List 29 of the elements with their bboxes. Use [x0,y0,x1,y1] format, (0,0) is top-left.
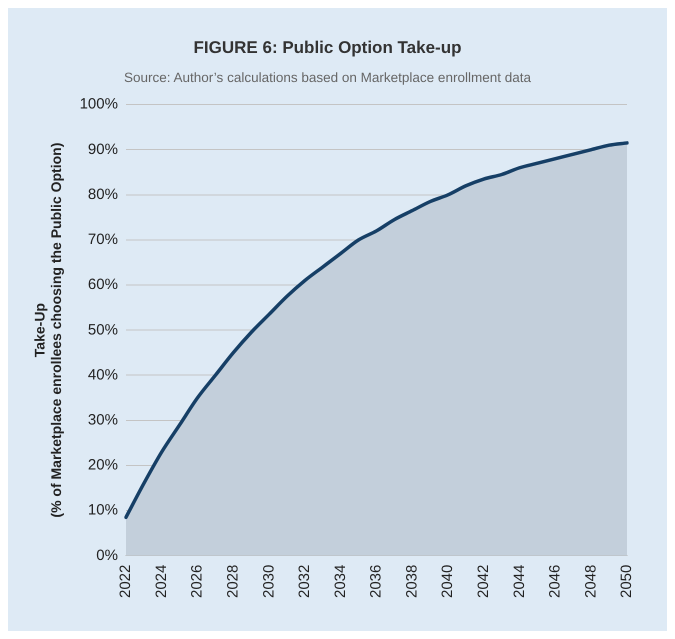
y-tick-label: 80% [88,186,118,203]
y-tick-label: 10% [88,502,118,519]
x-tick-label: 2034 [332,564,349,598]
x-tick-label: 2028 [224,564,242,598]
x-tick-label: 2038 [403,564,420,598]
y-tick-label: 70% [88,231,118,248]
chart-title: FIGURE 6: Public Option Take-up [194,38,462,57]
x-tick-label: 2044 [510,564,528,598]
y-tick-label: 90% [88,140,118,158]
x-tick-label: 2040 [439,564,456,598]
x-tick-label: 2024 [152,564,170,598]
y-tick-label: 60% [88,276,118,294]
y-axis-title: Take-Up (% of Marketplace enrollees choosing the Public Option) [31,142,64,518]
x-tick-label: 2048 [582,564,600,598]
x-tick-label: 2032 [296,564,314,598]
y-tick-label: 50% [88,321,118,338]
y-tick-label: 0% [96,546,118,564]
x-tick-label: 2042 [474,564,492,598]
x-tick-label: 2050 [618,564,636,598]
y-tick-label: 40% [88,366,118,384]
x-tick-label: 2022 [117,564,134,598]
y-tick-label: 100% [80,96,118,113]
x-tick-label: 2026 [188,564,206,598]
y-tick-label: 30% [88,411,118,428]
x-tick-label: 2036 [368,564,385,598]
y-tick-label: 20% [88,456,118,474]
chart-subtitle: Source: Author’s calculations based on Marketplace enrollment data [124,70,532,86]
x-tick-label: 2030 [260,564,278,598]
x-tick-label: 2046 [546,564,564,598]
